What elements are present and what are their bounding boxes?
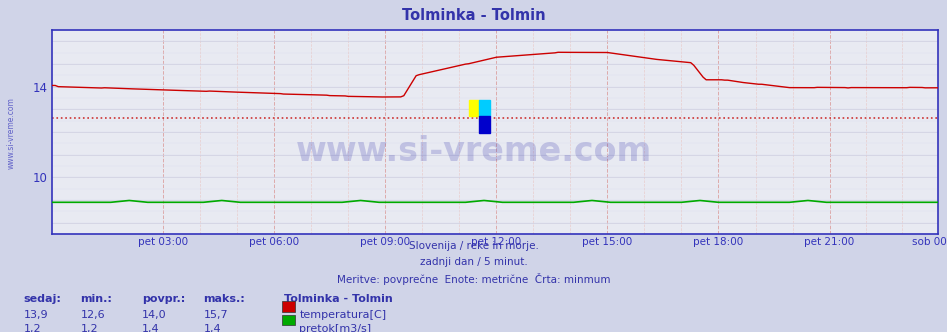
Text: 12,6: 12,6	[80, 310, 105, 320]
Text: www.si-vreme.com: www.si-vreme.com	[295, 134, 652, 168]
Text: 1,2: 1,2	[24, 324, 42, 332]
Text: 1,4: 1,4	[142, 324, 160, 332]
Text: 1,4: 1,4	[204, 324, 222, 332]
Text: 1,2: 1,2	[80, 324, 98, 332]
Text: sedaj:: sedaj:	[24, 294, 62, 304]
Text: zadnji dan / 5 minut.: zadnji dan / 5 minut.	[420, 257, 527, 267]
Text: 13,9: 13,9	[24, 310, 48, 320]
Text: temperatura[C]: temperatura[C]	[299, 310, 386, 320]
Text: povpr.:: povpr.:	[142, 294, 186, 304]
Text: Tolminka - Tolmin: Tolminka - Tolmin	[284, 294, 393, 304]
Text: Slovenija / reke in morje.: Slovenija / reke in morje.	[408, 241, 539, 251]
Text: 15,7: 15,7	[204, 310, 228, 320]
Text: maks.:: maks.:	[204, 294, 245, 304]
Text: Tolminka - Tolmin: Tolminka - Tolmin	[402, 8, 545, 23]
Text: 14,0: 14,0	[142, 310, 167, 320]
Text: Meritve: povprečne  Enote: metrične  Črta: minmum: Meritve: povprečne Enote: metrične Črta:…	[337, 273, 610, 285]
Text: www.si-vreme.com: www.si-vreme.com	[7, 97, 16, 169]
Text: pretok[m3/s]: pretok[m3/s]	[299, 324, 371, 332]
Text: min.:: min.:	[80, 294, 113, 304]
